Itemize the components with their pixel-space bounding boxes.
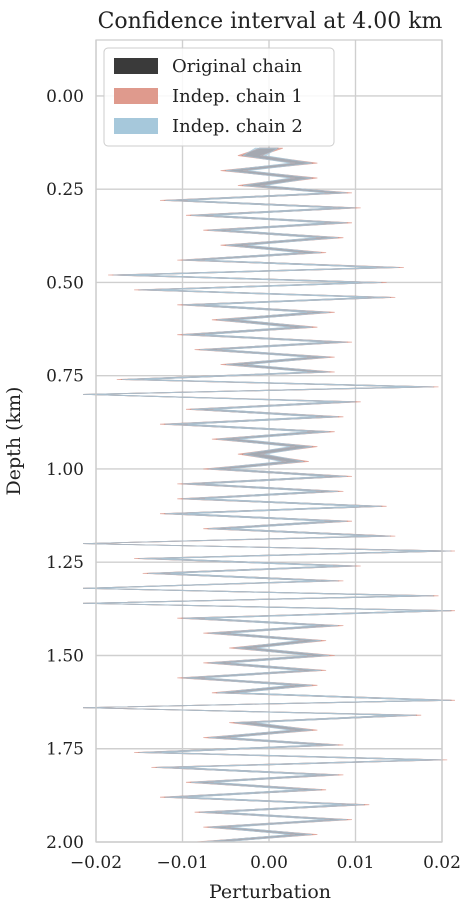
x-tick-label: 0.01	[337, 853, 375, 873]
legend-label: Original chain	[172, 56, 302, 77]
y-tick-label: 0.00	[46, 87, 84, 107]
legend-swatch	[114, 58, 158, 74]
y-tick-label: 1.25	[46, 553, 84, 573]
x-tick-label: −0.01	[156, 853, 208, 873]
legend-label: Indep. chain 2	[172, 116, 303, 137]
y-tick-label: 1.50	[46, 646, 84, 666]
y-tick-label: 2.00	[46, 833, 84, 853]
x-tick-label: 0.02	[423, 853, 461, 873]
legend-label: Indep. chain 1	[172, 86, 303, 107]
plot-frame	[95, 39, 443, 843]
y-tick-label: 0.25	[46, 180, 84, 200]
legend: Original chain Indep. chain 1 Indep. chain…	[103, 47, 335, 147]
x-tick-labels: −0.02 −0.01 0.00 0.01 0.02	[70, 853, 461, 873]
y-tick-label: 0.50	[46, 273, 84, 293]
legend-box	[103, 47, 335, 147]
legend-swatch	[114, 118, 158, 134]
legend-swatch	[114, 88, 158, 104]
y-tick-labels: 0.00 0.25 0.50 0.75 1.00 1.25 1.50 1.75 2.00	[46, 87, 84, 853]
y-tick-label: 0.75	[46, 367, 84, 387]
x-tick-label: −0.02	[70, 853, 122, 873]
y-axis-label: Depth (km)	[3, 387, 25, 496]
y-tick-label: 1.00	[46, 460, 84, 480]
y-tick-label: 1.75	[46, 740, 84, 760]
band-indep-chain-2	[82, 147, 451, 843]
x-axis-label: Perturbation	[209, 881, 331, 903]
chart-title: Confidence interval at 4.00 km	[98, 9, 443, 34]
x-tick-label: 0.00	[250, 853, 288, 873]
